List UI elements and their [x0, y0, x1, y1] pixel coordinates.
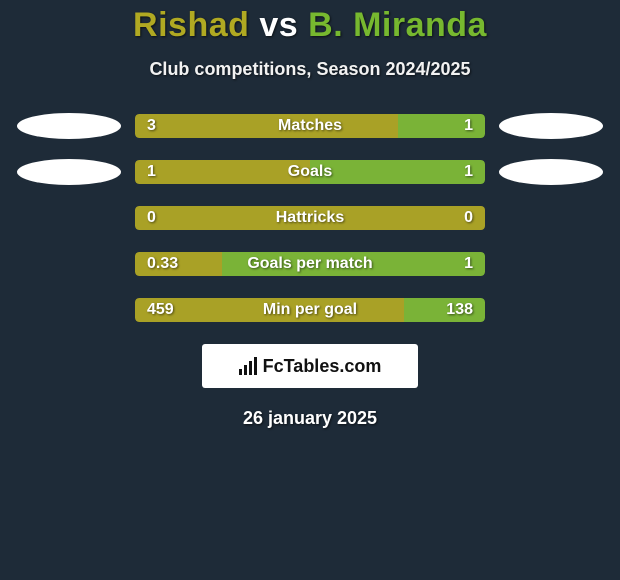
stat-bar: 0.33Goals per match1	[135, 252, 485, 276]
stat-row: 0.33Goals per match1	[0, 252, 620, 276]
stat-rows: 3Matches11Goals10Hattricks00.33Goals per…	[0, 114, 620, 322]
stat-label: Goals	[135, 160, 485, 184]
stat-right-value: 1	[464, 252, 473, 276]
player1-ellipse	[17, 159, 121, 185]
player2-ellipse	[499, 251, 603, 277]
title-player2: B. Miranda	[308, 6, 487, 44]
stat-bar: 1Goals1	[135, 160, 485, 184]
footer-date: 26 january 2025	[0, 408, 620, 429]
player1-ellipse	[17, 297, 121, 323]
subtitle: Club competitions, Season 2024/2025	[0, 59, 620, 80]
player2-ellipse	[499, 297, 603, 323]
logo-text: FcTables.com	[263, 356, 382, 377]
player1-ellipse	[17, 205, 121, 231]
stat-right-value: 1	[464, 114, 473, 138]
stat-bar: 0Hattricks0	[135, 206, 485, 230]
player2-ellipse	[499, 113, 603, 139]
stat-row: 1Goals1	[0, 160, 620, 184]
stat-label: Goals per match	[135, 252, 485, 276]
player2-ellipse	[499, 159, 603, 185]
stat-row: 459Min per goal138	[0, 298, 620, 322]
barchart-icon	[239, 357, 257, 375]
comparison-infographic: Rishad vs B. Miranda Club competitions, …	[0, 0, 620, 580]
stat-row: 0Hattricks0	[0, 206, 620, 230]
player1-ellipse	[17, 113, 121, 139]
title-vs: vs	[259, 6, 298, 44]
player2-ellipse	[499, 205, 603, 231]
stat-bar: 3Matches1	[135, 114, 485, 138]
title-player1: Rishad	[133, 6, 249, 44]
stat-label: Matches	[135, 114, 485, 138]
stat-right-value: 138	[446, 298, 473, 322]
stat-right-value: 0	[464, 206, 473, 230]
logo-box: FcTables.com	[202, 344, 418, 388]
stat-label: Min per goal	[135, 298, 485, 322]
stat-row: 3Matches1	[0, 114, 620, 138]
player1-ellipse	[17, 251, 121, 277]
stat-bar: 459Min per goal138	[135, 298, 485, 322]
page-title: Rishad vs B. Miranda	[0, 0, 620, 45]
stat-right-value: 1	[464, 160, 473, 184]
stat-label: Hattricks	[135, 206, 485, 230]
